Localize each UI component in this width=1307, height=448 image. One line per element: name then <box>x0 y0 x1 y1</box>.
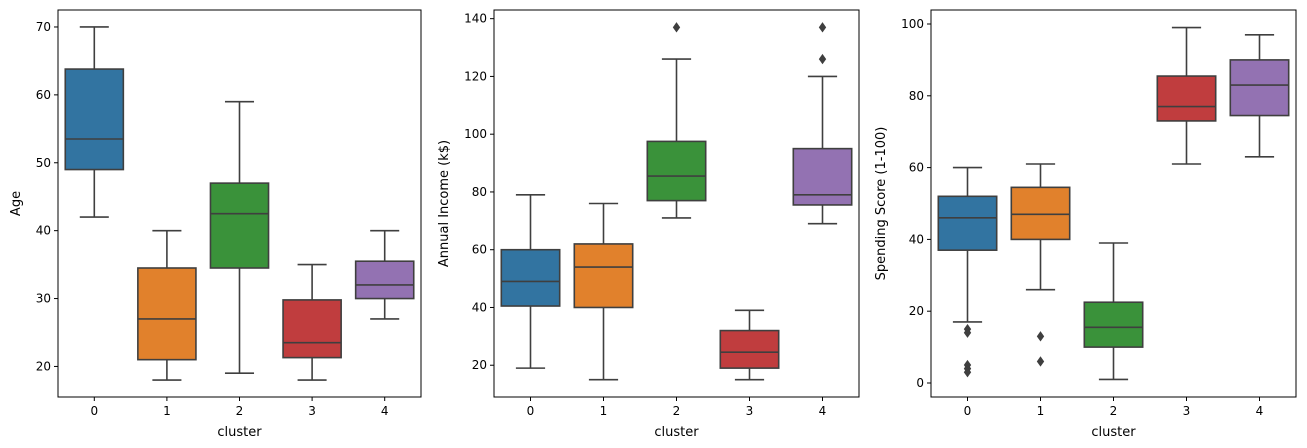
y-axis-label: Spending Score (1-100) <box>874 127 889 281</box>
x-tick-label: 3 <box>1183 404 1191 418</box>
y-tick-label: 40 <box>909 232 924 246</box>
x-tick-label: 0 <box>527 404 535 418</box>
outlier-point <box>672 22 681 33</box>
x-tick-label: 4 <box>819 404 827 418</box>
box-iqr <box>282 299 342 359</box>
chart-panel-1: 20 40 60 80 100 120 140 0 1 2 3 4 cluster Annual Inco… <box>437 9 860 440</box>
box-iqr <box>1229 59 1290 117</box>
y-tick-label: 20 <box>472 358 487 372</box>
x-tick-label: 1 <box>1037 404 1045 418</box>
y-tick-label: 140 <box>464 12 487 26</box>
box-iqr <box>792 147 853 206</box>
box-iqr <box>500 248 561 307</box>
box-cluster-4 <box>354 229 415 320</box>
box-cluster-1 <box>137 229 197 381</box>
x-tick-label: 2 <box>1110 404 1118 418</box>
outlier-point <box>818 53 827 65</box>
x-axis-label: cluster <box>654 425 699 440</box>
x-tick-label: 4 <box>1256 404 1264 418</box>
box-iqr <box>137 267 197 361</box>
box-iqr <box>1010 186 1071 241</box>
outlier-point <box>963 367 972 378</box>
y-tick-label: 70 <box>36 20 51 34</box>
x-axis-label: cluster <box>1091 425 1136 440</box>
y-tick-label: 20 <box>36 359 51 373</box>
x-tick-label: 2 <box>673 404 681 418</box>
chart-panel-2: 0 20 40 60 80 100 0 1 2 3 4 cluster Spending Score (… <box>874 9 1297 440</box>
box-cluster-4 <box>792 22 853 225</box>
y-tick-label: 0 <box>916 376 924 390</box>
y-tick-label: 80 <box>909 89 924 103</box>
box-cluster-0 <box>500 194 561 369</box>
x-tick-label: 0 <box>90 404 98 418</box>
y-tick-label: 60 <box>36 88 51 102</box>
box-iqr <box>719 329 780 369</box>
box-cluster-3 <box>719 309 780 381</box>
box-iqr <box>573 243 634 309</box>
x-tick-label: 4 <box>381 404 389 418</box>
box-cluster-0 <box>937 166 998 378</box>
y-tick-label: 120 <box>464 69 487 83</box>
box-cluster-3 <box>282 263 342 381</box>
chart-panel-0: 20 30 40 50 60 70 0 1 2 3 4 cluster Age <box>9 9 422 440</box>
box-iqr <box>354 260 415 300</box>
axes-frame <box>57 9 422 398</box>
box-cluster-1 <box>573 202 634 381</box>
y-axis-label: Age <box>9 191 24 216</box>
box-cluster-2 <box>646 22 707 219</box>
outlier-point <box>818 22 827 33</box>
box-iqr <box>1083 301 1144 348</box>
outlier-point <box>1036 356 1045 367</box>
y-tick-label: 100 <box>464 127 487 141</box>
y-tick-label: 20 <box>909 304 924 318</box>
box-iqr <box>937 195 998 251</box>
box-iqr <box>64 68 125 171</box>
x-tick-label: 1 <box>600 404 608 418</box>
axes-frame <box>930 9 1297 398</box>
y-tick-label: 100 <box>901 17 924 31</box>
box-iqr <box>1156 75 1217 122</box>
box-iqr <box>646 140 707 202</box>
y-tick-label: 80 <box>472 185 487 199</box>
outlier-point <box>963 327 972 338</box>
y-axis-label: Annual Income (k$) <box>437 140 452 267</box>
box-cluster-4 <box>1229 33 1290 158</box>
x-tick-label: 3 <box>308 404 316 418</box>
box-cluster-2 <box>1083 242 1144 381</box>
box-cluster-2 <box>209 100 270 375</box>
y-tick-label: 60 <box>909 161 924 175</box>
box-cluster-3 <box>1156 26 1217 165</box>
outlier-point <box>1036 331 1045 342</box>
box-iqr <box>209 182 270 269</box>
box-cluster-0 <box>64 26 125 218</box>
y-tick-label: 40 <box>36 224 51 238</box>
x-tick-label: 1 <box>163 404 171 418</box>
x-axis-label: cluster <box>217 425 262 440</box>
x-tick-label: 3 <box>746 404 754 418</box>
x-tick-label: 0 <box>964 404 972 418</box>
box-cluster-1 <box>1010 163 1071 367</box>
axes-frame <box>493 9 860 398</box>
y-tick-label: 50 <box>36 156 51 170</box>
y-tick-label: 60 <box>472 243 487 257</box>
y-tick-label: 30 <box>36 292 51 306</box>
x-tick-label: 2 <box>236 404 244 418</box>
y-tick-label: 40 <box>472 300 487 314</box>
